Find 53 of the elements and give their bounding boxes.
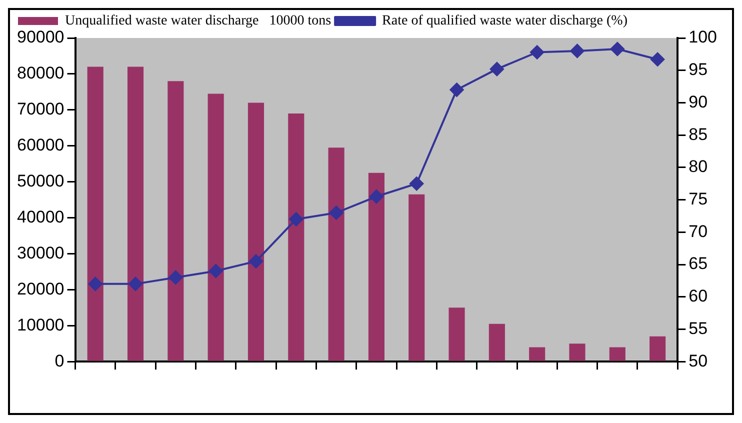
y-tick-label: 80000 <box>16 64 64 83</box>
bar <box>87 66 104 361</box>
y2-tick-label: 55 <box>688 318 708 338</box>
y2-tick-label: 90 <box>688 92 708 112</box>
point <box>168 270 183 284</box>
point <box>88 276 102 291</box>
point <box>248 254 263 268</box>
y-tick-label: 90000 <box>16 28 64 47</box>
y-tick-label: 50000 <box>16 172 64 191</box>
y-tick-label: 30000 <box>16 243 64 262</box>
y-tick-label: 10000 <box>16 315 64 334</box>
y2-tick-label: 85 <box>688 124 708 144</box>
bar <box>208 94 224 361</box>
point <box>490 62 504 76</box>
bar <box>488 324 505 361</box>
y2-tick-label: 60 <box>688 286 708 306</box>
point <box>369 190 384 204</box>
y-tick-label: 40000 <box>16 207 64 226</box>
y-tick-label: 0 <box>54 351 64 370</box>
y2-tick-label: 75 <box>688 189 708 208</box>
bar <box>448 308 465 361</box>
point <box>289 212 304 226</box>
legend-label: Rate of qualified waste water discharge (%) <box>382 14 628 29</box>
y-tick-label: 20000 <box>16 279 64 298</box>
y-tick-label: 70000 <box>16 100 64 119</box>
bar <box>408 194 425 361</box>
y2-tick-label: 100 <box>688 28 718 47</box>
point <box>570 44 584 58</box>
bar <box>328 148 344 361</box>
y2-tick-label: 50 <box>688 351 708 370</box>
bar <box>609 347 626 361</box>
y-tick-label: 60000 <box>16 136 64 155</box>
bar <box>368 172 384 361</box>
bar <box>569 344 586 361</box>
bar <box>529 347 546 361</box>
point <box>329 206 344 220</box>
y2-tick-label: 95 <box>688 60 708 80</box>
point <box>650 52 665 66</box>
bar <box>127 66 144 361</box>
bar <box>168 81 184 361</box>
point <box>450 82 464 97</box>
point <box>530 45 544 60</box>
point <box>410 176 424 191</box>
y2-tick-label: 65 <box>688 254 708 274</box>
bar <box>248 102 264 361</box>
y2-tick-label: 80 <box>688 157 708 176</box>
legend-label: Unqualified waste water discharge 10000 tons <box>65 14 332 29</box>
y2-tick-label: 70 <box>688 222 708 241</box>
point <box>610 42 624 56</box>
bar <box>650 336 666 361</box>
point <box>128 276 143 291</box>
point <box>208 264 223 278</box>
bar <box>288 114 304 361</box>
